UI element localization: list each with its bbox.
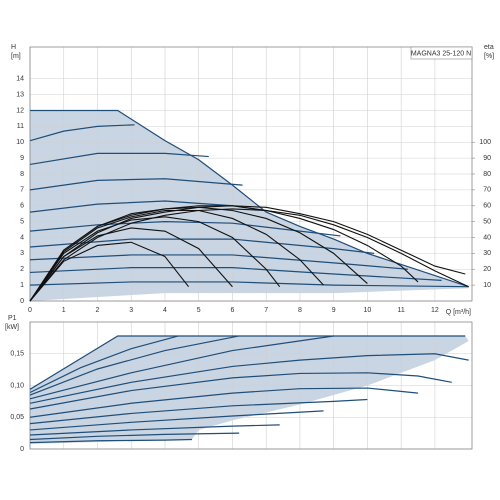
x-tick-label: 9	[332, 307, 336, 314]
y2-tick-label: 30	[483, 250, 491, 257]
y2-tick-label: 20	[483, 266, 491, 273]
x-tick-label: 1	[62, 307, 66, 314]
y-tick-label: 13	[16, 91, 24, 98]
x-tick-label: 6	[230, 307, 234, 314]
y-tick-label: 0,05	[10, 414, 24, 421]
curve	[29, 410, 324, 431]
y-tick-label: 9	[20, 155, 24, 162]
curve	[29, 438, 192, 444]
y-tick-label: 3	[20, 250, 24, 257]
curve	[29, 152, 209, 166]
y-tick-label: 6	[20, 203, 24, 210]
curve	[29, 124, 135, 142]
y-label: P1	[8, 315, 17, 322]
x-tick-label: 11	[398, 307, 405, 314]
y2-tick-label: 80	[483, 171, 491, 178]
y-unit: [m]	[11, 53, 21, 60]
curve	[30, 109, 469, 288]
x-tick-label: 12	[431, 307, 439, 314]
x-tick-label: 10	[364, 307, 372, 314]
y-tick-label: 5	[20, 218, 24, 225]
efficiency-curve	[29, 209, 324, 302]
y-tick-label: 14	[16, 76, 24, 83]
y2-tick-label: 10	[483, 282, 491, 289]
curve	[29, 335, 334, 400]
curve	[29, 221, 341, 237]
curve	[29, 372, 452, 410]
y2-tick-label: 40	[483, 234, 491, 241]
x-tick-label: 4	[163, 307, 167, 314]
efficiency-curve	[29, 216, 281, 302]
x-tick-label: 5	[197, 307, 201, 314]
y-tick-label: 8	[20, 171, 24, 178]
y-tick-label: 2	[20, 266, 24, 273]
curve	[29, 353, 469, 404]
y2-tick-label: 60	[483, 203, 491, 210]
legend-box	[410, 46, 473, 60]
y2-label: eta	[484, 44, 494, 51]
x-label: Q [m³/h]	[446, 309, 471, 316]
y2-tick-label: 90	[483, 155, 491, 162]
curve	[29, 335, 179, 394]
y-tick-label: 1	[20, 282, 24, 289]
curve	[29, 238, 375, 254]
curve	[29, 387, 419, 418]
x-tick-label: 8	[298, 307, 302, 314]
y-tick-label: 7	[20, 187, 24, 194]
y2-unit: [%]	[484, 53, 494, 60]
curve	[29, 335, 240, 396]
x-tick-label: 0	[28, 307, 32, 314]
y2-tick-label: 50	[483, 218, 491, 225]
operating-area	[30, 335, 469, 444]
plot-frame	[29, 46, 473, 302]
y-tick-label: 0,10	[10, 382, 24, 389]
y2-tick-label: 70	[483, 187, 491, 194]
efficiency-curve	[29, 205, 466, 302]
curve	[29, 281, 469, 288]
curve	[29, 398, 368, 425]
y-tick-label: 12	[16, 107, 24, 114]
y2-tick-label: 100	[479, 139, 491, 146]
curve	[29, 178, 243, 191]
efficiency-curve	[29, 241, 190, 302]
curve	[29, 335, 466, 390]
curve	[29, 267, 442, 281]
curve	[29, 432, 240, 441]
y-label: H	[11, 44, 16, 51]
y-tick-label: 11	[17, 123, 24, 130]
y-tick-label: 0	[20, 298, 24, 305]
x-tick-label: 2	[96, 307, 100, 314]
y-tick-label: 10	[16, 139, 24, 146]
curve	[29, 424, 280, 436]
y-tick-label: 0,15	[10, 351, 24, 358]
y-tick-label: 0	[20, 446, 24, 453]
y-tick-label: 4	[20, 234, 24, 241]
chart-title: MAGNA3 25-120 N	[411, 50, 471, 57]
efficiency-curve	[29, 208, 469, 302]
x-tick-label: 3	[129, 307, 133, 314]
x-tick-label: 7	[264, 307, 268, 314]
curve	[29, 254, 408, 270]
y-unit: [kW]	[5, 324, 19, 331]
plot-frame	[29, 321, 473, 450]
